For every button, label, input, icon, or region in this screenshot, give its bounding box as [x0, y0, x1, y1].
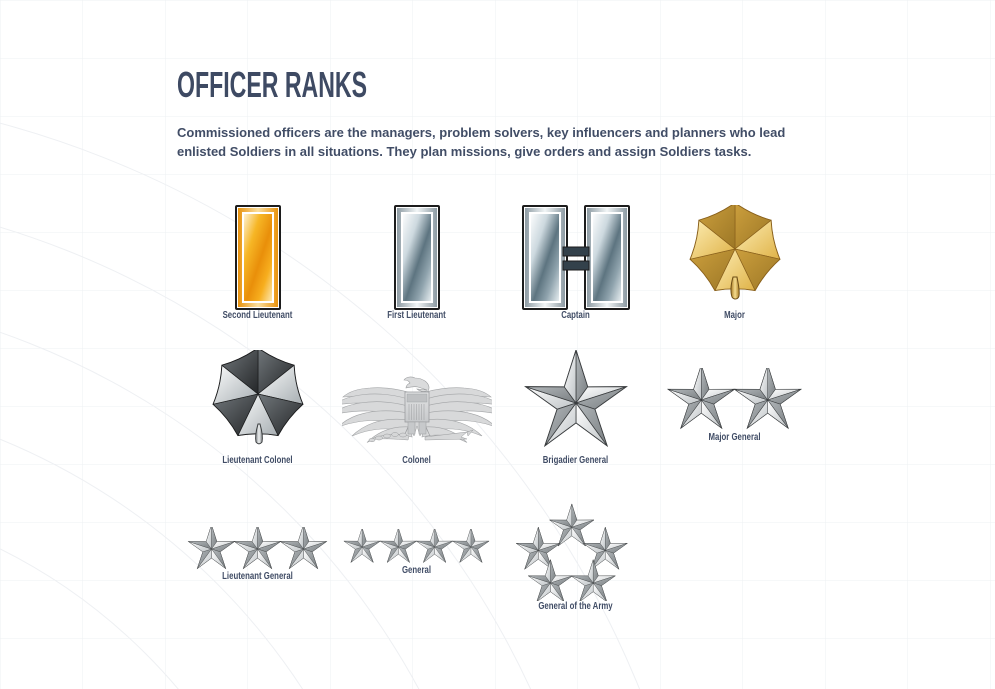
svg-text:OFFICER RANKS: OFFICER RANKS — [177, 67, 367, 105]
